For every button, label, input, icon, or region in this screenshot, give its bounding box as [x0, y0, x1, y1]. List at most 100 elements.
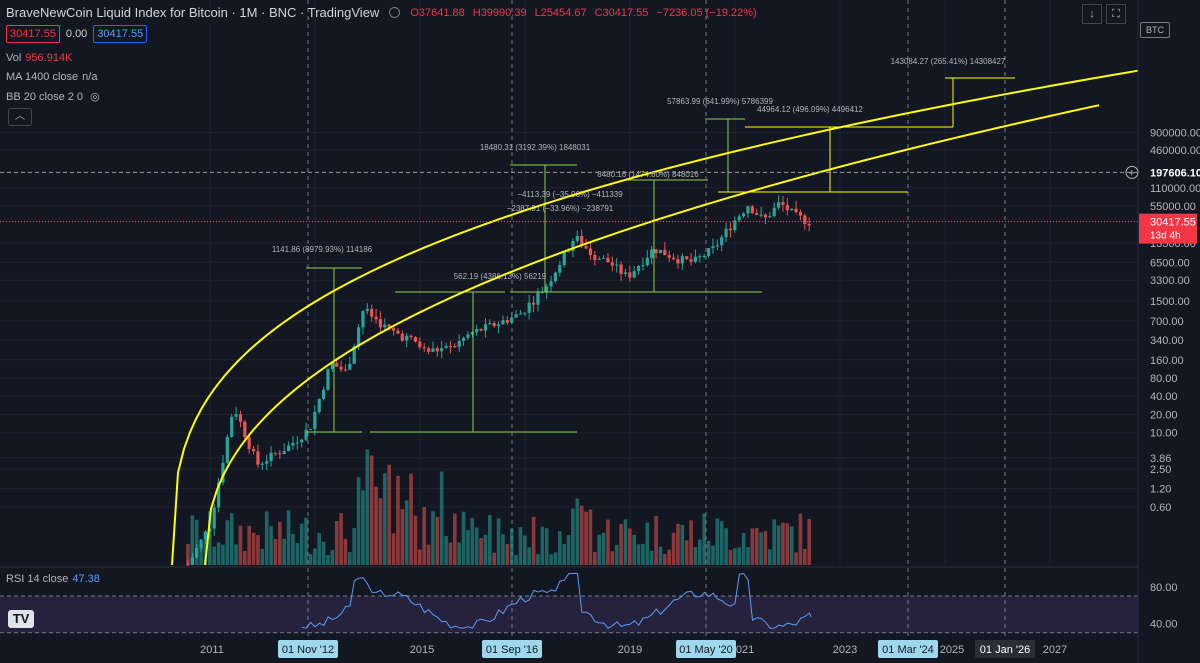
volume-bar	[733, 548, 737, 565]
price-tick: 10.00	[1150, 428, 1178, 440]
volume-bar	[299, 523, 304, 565]
time-highlight-bg	[676, 640, 736, 658]
candle-body	[606, 257, 610, 263]
candle-body	[698, 256, 702, 258]
volume-bar	[439, 471, 444, 565]
candle-body	[479, 329, 483, 331]
volume-bar	[597, 534, 601, 565]
volume-bar	[317, 533, 321, 565]
candle-body	[750, 206, 754, 214]
symbol-title[interactable]: BraveNewCoin Liquid Index for Bitcoin · …	[6, 5, 380, 20]
volume-bar	[387, 464, 391, 565]
volume-bar	[505, 544, 510, 565]
candle-body	[426, 348, 431, 352]
legend-rsi[interactable]: RSI 14 close 47.38	[6, 573, 100, 585]
candle-body	[221, 462, 225, 483]
legend-ma[interactable]: MA 1400 close n/a	[6, 71, 98, 83]
candle-body	[391, 328, 396, 331]
volume-bar	[286, 510, 291, 565]
volume-bar	[658, 546, 663, 565]
volume-bar	[649, 550, 654, 565]
volume-bar	[356, 477, 361, 565]
candle-body	[706, 248, 711, 256]
candle-body	[361, 311, 365, 328]
volume-bar	[724, 528, 728, 565]
volume-bar	[216, 542, 221, 565]
volume-bar	[273, 538, 278, 565]
volume-bar	[715, 518, 720, 565]
time-tick: 2023	[833, 644, 857, 656]
candle-body	[680, 256, 684, 264]
candle-body	[453, 346, 457, 348]
volume-bar	[422, 507, 426, 565]
candle-body	[313, 411, 317, 430]
candle-body	[343, 369, 348, 371]
candle-body	[803, 215, 807, 225]
volume-bar	[610, 551, 615, 565]
arrow-down-icon[interactable]: ↓	[1082, 4, 1102, 24]
chart-toolbar: ↓ ⛶	[1078, 4, 1126, 24]
volume-bar	[483, 534, 488, 565]
candle-body	[776, 202, 781, 208]
price-tick: 110000.00	[1150, 183, 1200, 195]
currency-badge[interactable]: BTC	[1140, 22, 1170, 38]
volume-bar	[378, 498, 383, 565]
eye-off-icon[interactable]: ◎	[90, 91, 100, 103]
volume-bar	[321, 541, 326, 565]
candle-body	[335, 363, 339, 367]
buy-button[interactable]: 30417.55	[93, 25, 148, 43]
candle-body	[326, 369, 330, 390]
ohlc-close: C30417.55	[594, 6, 649, 19]
candle-body	[282, 451, 286, 455]
volume-bar	[737, 547, 741, 565]
legend-bb[interactable]: BB 20 close 2 0 ◎	[6, 91, 100, 103]
volume-bar	[693, 547, 698, 565]
volume-bar	[803, 548, 807, 565]
last-price-countdown: 13d 4h	[1150, 231, 1181, 242]
price-tick: 460000.00	[1150, 145, 1200, 157]
candle-body	[768, 216, 772, 218]
sell-button[interactable]: 30417.55	[6, 25, 60, 43]
volume-bar	[448, 542, 453, 565]
volume-bar	[759, 532, 763, 565]
price-tick: 40.00	[1150, 391, 1178, 403]
candle-body	[527, 302, 531, 313]
price-tick: 340.00	[1150, 335, 1184, 347]
candle-body	[304, 429, 308, 440]
volume-bar	[229, 513, 234, 565]
volume-bar	[374, 486, 378, 565]
price-tick: 0.60	[1150, 502, 1171, 514]
rsi-line	[301, 572, 812, 629]
candle-body	[619, 264, 623, 274]
time-highlight-bg	[278, 640, 338, 658]
volume-bar	[457, 542, 461, 565]
tradingview-logo: TV	[8, 610, 34, 628]
candle-body	[693, 256, 698, 262]
time-highlight: 01 Sep '16	[486, 644, 538, 656]
candle-body	[400, 333, 404, 341]
candle-body	[208, 528, 212, 532]
volume-bar	[667, 549, 671, 565]
candle-body	[273, 452, 278, 454]
collapse-legend-button[interactable]: ︿	[8, 108, 32, 126]
fullscreen-icon[interactable]: ⛶	[1106, 4, 1126, 24]
volume-bar	[435, 516, 440, 565]
candle-body	[356, 327, 361, 347]
candle-body	[203, 531, 208, 540]
candle-body	[186, 564, 190, 566]
volume-bar	[225, 520, 230, 565]
candle-body	[597, 258, 601, 260]
candle-body	[711, 246, 715, 249]
candle-body	[733, 220, 737, 231]
price-tick: 80.00	[1150, 373, 1178, 385]
candle-body	[431, 348, 435, 352]
volume-bar	[243, 550, 247, 565]
legend-volume[interactable]: Vol 956.914K	[6, 52, 73, 64]
candle-body	[785, 204, 789, 211]
candle-body	[601, 257, 606, 259]
last-price-badge	[1139, 213, 1197, 244]
upper-growth-curve	[171, 69, 1139, 566]
candle-body	[501, 320, 505, 325]
